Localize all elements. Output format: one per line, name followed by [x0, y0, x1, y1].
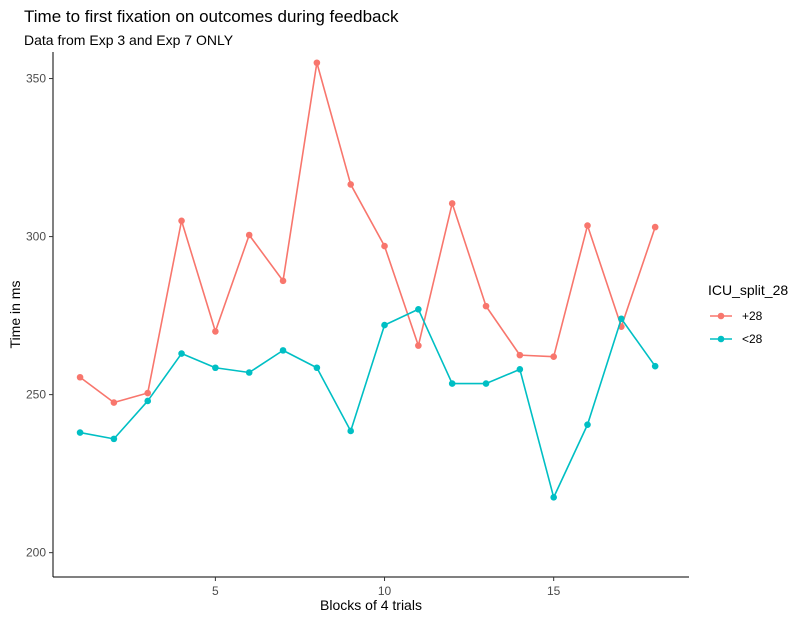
data-point [144, 397, 152, 405]
data-point [347, 427, 355, 435]
x-tick-label: 5 [212, 584, 219, 598]
data-point [448, 380, 456, 387]
data-point [618, 315, 625, 323]
data-point [212, 364, 219, 372]
data-point [279, 347, 287, 354]
data-point [516, 351, 524, 359]
legend-item: <28 [710, 332, 763, 346]
data-point [144, 389, 152, 397]
x-tick-label: 15 [547, 584, 561, 598]
legend-key-point [717, 312, 725, 320]
chart-title: Time to first fixation on outcomes durin… [24, 7, 399, 26]
data-point [651, 362, 659, 370]
legend-label: <28 [742, 332, 763, 346]
y-axis-title: Time in ms [7, 281, 23, 349]
data-point [245, 369, 253, 376]
y-tick-label: 350 [26, 72, 46, 86]
data-point [584, 222, 591, 229]
data-point [347, 181, 355, 188]
series-line [79, 61, 656, 404]
data-point [110, 435, 118, 443]
legend-item: +28 [710, 309, 763, 323]
chart-subtitle: Data from Exp 3 and Exp 7 ONLY [24, 32, 234, 48]
data-point [178, 350, 185, 357]
data-point [76, 373, 84, 381]
series-line [79, 308, 656, 499]
series-1 [76, 59, 659, 406]
data-point [76, 429, 84, 436]
series-layer [76, 59, 659, 501]
y-tick-label: 200 [26, 546, 46, 560]
data-point [279, 277, 287, 285]
data-point [313, 364, 321, 372]
data-point [550, 494, 557, 501]
data-point [550, 353, 557, 360]
axes: 200 250 300 350 5 10 15 Blocks of 4 trials Time … [7, 52, 689, 613]
y-tick-label: 300 [26, 230, 46, 244]
data-point [245, 231, 253, 239]
legend-title: ICU_split_28 [708, 282, 788, 298]
x-axis-title: Blocks of 4 trials [320, 597, 422, 613]
data-point [415, 305, 422, 313]
x-tick-label: 10 [378, 584, 392, 598]
data-point [313, 59, 321, 67]
data-point [584, 421, 591, 428]
data-point [448, 200, 456, 207]
data-point [381, 242, 388, 250]
legend-label: +28 [742, 309, 763, 323]
data-point [381, 321, 388, 329]
data-point [651, 223, 659, 231]
y-tick-label: 250 [26, 388, 46, 402]
series-2 [76, 305, 659, 501]
legend-key-point [717, 335, 725, 343]
data-point [415, 342, 422, 349]
data-point [482, 302, 490, 310]
data-point [110, 399, 118, 406]
data-point [482, 380, 490, 387]
legend: ICU_split_28 +28 <28 [708, 282, 788, 346]
data-point [516, 366, 524, 373]
data-point [212, 328, 219, 335]
data-point [178, 217, 185, 225]
